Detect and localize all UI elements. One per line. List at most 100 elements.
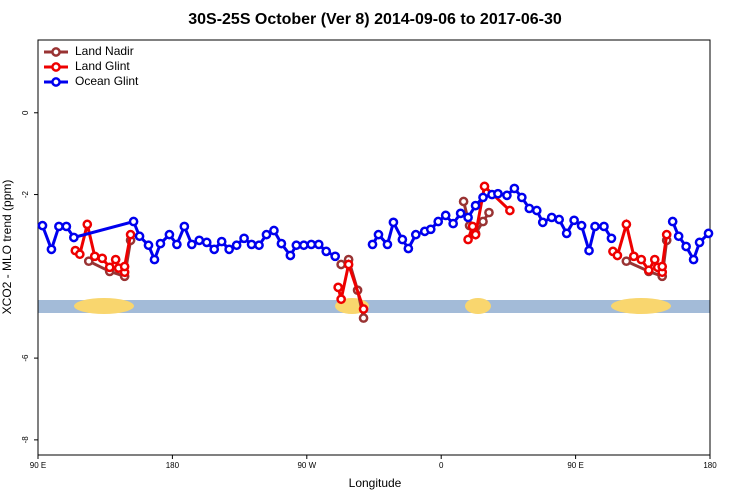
point — [688, 254, 699, 265]
point — [470, 200, 481, 211]
point — [661, 229, 672, 240]
point — [254, 240, 264, 251]
x-tick-label: 90 W — [297, 461, 316, 470]
point — [649, 254, 660, 265]
point — [343, 259, 354, 270]
point — [410, 229, 421, 240]
point — [681, 241, 691, 252]
y-tick-label: 0 — [21, 110, 30, 115]
point — [143, 240, 154, 251]
x-tick-label: 180 — [703, 461, 717, 470]
point — [269, 225, 279, 236]
legend-marker — [51, 77, 61, 87]
ocean-strip — [38, 300, 710, 313]
point — [134, 231, 145, 242]
point — [209, 244, 220, 255]
point — [333, 282, 344, 293]
point — [37, 220, 48, 231]
point — [463, 234, 473, 245]
point — [524, 203, 535, 214]
point — [179, 221, 190, 232]
point — [673, 231, 684, 242]
point — [164, 229, 175, 240]
point — [502, 190, 512, 201]
point — [478, 192, 488, 203]
point — [285, 250, 296, 261]
x-axis-label: Longitude — [349, 476, 402, 490]
point — [61, 221, 72, 232]
point — [479, 181, 490, 192]
point — [201, 237, 212, 248]
y-axis-label: XCO2 - MLO trend (ppm) — [0, 180, 14, 315]
point — [119, 261, 130, 272]
point — [97, 253, 108, 264]
point — [493, 188, 503, 199]
plot-frame — [37, 39, 711, 456]
point — [149, 254, 160, 265]
point — [155, 238, 166, 249]
point — [89, 251, 100, 262]
series-line — [41, 186, 710, 264]
point — [110, 254, 121, 265]
x-tick-label: 180 — [166, 461, 180, 470]
point — [358, 313, 369, 323]
point — [186, 239, 197, 250]
point — [336, 259, 346, 270]
point — [388, 217, 399, 228]
point — [336, 294, 346, 305]
point — [458, 196, 469, 207]
legend-marker — [51, 62, 61, 72]
point — [231, 240, 242, 251]
point — [694, 237, 705, 248]
point — [546, 212, 557, 223]
x-tick-label: 90 E — [567, 461, 583, 470]
point — [612, 250, 623, 261]
legend-label: Land Glint — [75, 59, 130, 73]
map-strip — [38, 298, 710, 314]
point — [516, 192, 527, 203]
point — [194, 235, 205, 246]
point — [172, 239, 182, 250]
point — [403, 243, 414, 254]
point — [606, 233, 617, 244]
x-tick-label: 0 — [439, 461, 444, 470]
chart-title: 30S-25S October (Ver 8) 2014-09-06 to 20… — [188, 11, 562, 28]
point — [584, 245, 594, 256]
point — [104, 262, 115, 273]
point — [455, 208, 466, 219]
point — [569, 215, 579, 226]
point — [470, 229, 481, 240]
point — [128, 216, 139, 227]
legend-label: Land Nadir — [75, 44, 134, 58]
point — [313, 239, 324, 250]
point — [576, 220, 587, 231]
point — [554, 214, 565, 225]
point — [703, 228, 714, 239]
point — [46, 244, 57, 255]
point — [561, 228, 572, 239]
y-tick-label: -8 — [21, 436, 30, 444]
point — [74, 249, 85, 260]
point — [224, 244, 234, 255]
point — [321, 246, 332, 257]
land-strip — [465, 298, 491, 314]
point — [306, 239, 317, 250]
point — [358, 304, 369, 314]
point — [667, 216, 678, 227]
point — [298, 240, 309, 251]
point — [68, 232, 79, 243]
point — [330, 251, 341, 262]
point — [628, 251, 639, 262]
point — [367, 239, 378, 250]
point — [397, 234, 408, 245]
point — [216, 236, 227, 247]
point — [484, 207, 494, 218]
y-tick-label: -6 — [21, 354, 30, 362]
point — [509, 183, 520, 194]
point — [467, 221, 478, 232]
point — [531, 205, 542, 216]
point — [291, 240, 302, 251]
point — [463, 212, 473, 223]
point — [276, 238, 287, 249]
x-tick-label: 90 E — [30, 461, 46, 470]
